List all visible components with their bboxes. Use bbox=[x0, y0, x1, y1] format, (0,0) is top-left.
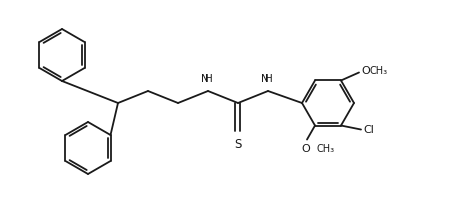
Text: O: O bbox=[301, 144, 310, 153]
Text: S: S bbox=[234, 138, 241, 151]
Text: O: O bbox=[360, 67, 369, 76]
Text: H: H bbox=[264, 74, 272, 84]
Text: CH₃: CH₃ bbox=[369, 67, 387, 76]
Text: H: H bbox=[205, 74, 212, 84]
Text: N: N bbox=[261, 74, 268, 84]
Text: Cl: Cl bbox=[362, 124, 373, 135]
Text: CH₃: CH₃ bbox=[316, 144, 334, 153]
Text: N: N bbox=[201, 74, 208, 84]
